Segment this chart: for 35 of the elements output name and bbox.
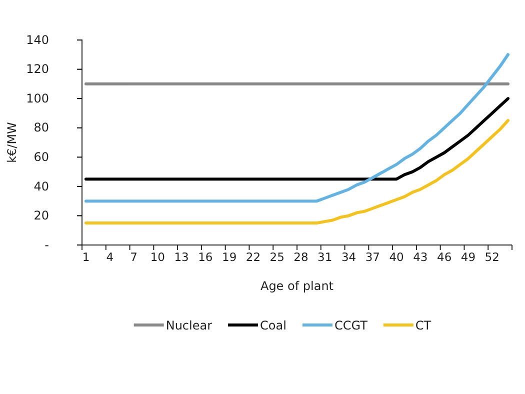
y-tick-label: 120 <box>26 62 49 76</box>
y-tick-label: 80 <box>34 120 49 135</box>
x-tick-label: 49 <box>460 250 476 264</box>
x-tick-label: 13 <box>174 250 189 264</box>
y-tick-label: 60 <box>34 150 49 164</box>
x-tick-label: 4 <box>106 250 114 264</box>
legend-label: CT <box>415 318 432 332</box>
y-tick-label: 40 <box>34 179 49 194</box>
legend-label: CCGT <box>334 318 368 332</box>
line-series <box>84 53 510 203</box>
x-tick-label: 19 <box>222 250 237 264</box>
x-axis-title: Age of plant <box>260 279 334 293</box>
x-tick-label: 43 <box>413 250 428 264</box>
x-tick-label: 28 <box>294 250 308 264</box>
x-tick-label: 31 <box>318 250 332 264</box>
y-tick-label: 140 <box>26 32 49 47</box>
x-tick-label: 10 <box>150 250 165 264</box>
y-tick-label: 100 <box>26 91 49 106</box>
x-tick-label: 34 <box>341 250 356 264</box>
x-tick-label: 22 <box>246 250 261 264</box>
legend-label: Nuclear <box>166 318 212 332</box>
line-series <box>84 97 510 181</box>
x-tick-label: 25 <box>270 250 284 264</box>
x-tick-label: 46 <box>436 250 452 264</box>
y-tick-label: - <box>44 238 49 252</box>
x-tick-label: 1 <box>82 250 90 264</box>
x-tick-label: 40 <box>389 250 404 264</box>
x-tick-label: 37 <box>365 250 380 264</box>
y-tick-label: 20 <box>34 208 49 223</box>
x-tick-label: 16 <box>198 250 213 264</box>
x-tick-label: 7 <box>130 250 138 264</box>
line-series <box>84 119 510 225</box>
y-axis-title: k€/MW <box>5 122 19 163</box>
legend-label: Coal <box>260 318 286 332</box>
x-tick-label: 52 <box>484 250 500 264</box>
